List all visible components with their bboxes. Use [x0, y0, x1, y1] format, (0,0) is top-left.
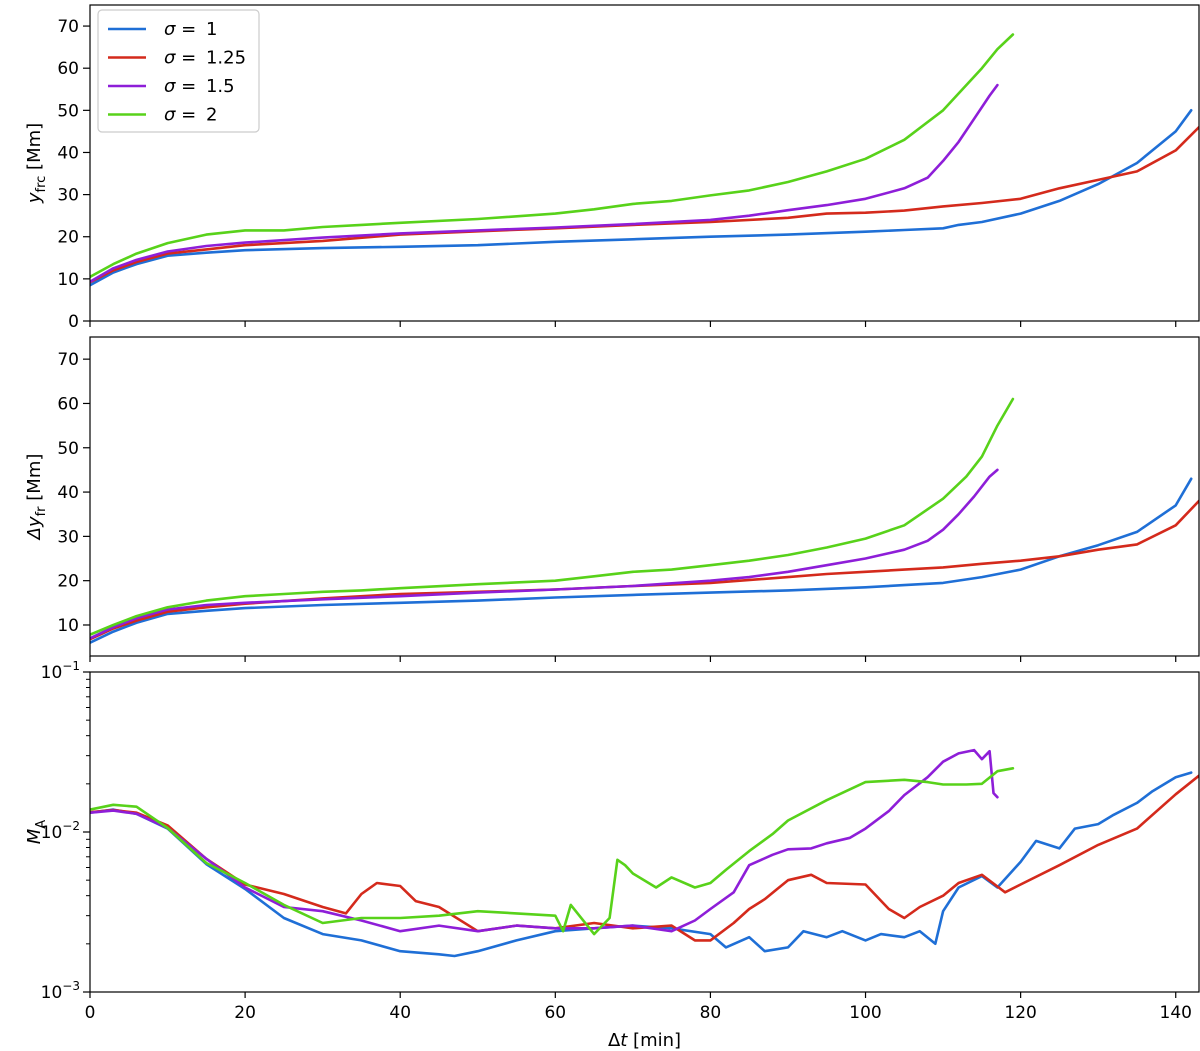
y-tick-label: 10−1: [41, 659, 80, 683]
y-tick-label: 30: [57, 527, 79, 547]
x-tick-label: 40: [389, 1003, 411, 1023]
y-tick-label: 50: [57, 101, 79, 121]
x-tick-label: 100: [849, 1003, 881, 1023]
legend-label-sigma-1: σ = 1: [164, 19, 217, 40]
legend-frame: [97, 9, 260, 133]
y-axis-label: yfrc [Mm]: [24, 123, 49, 204]
x-axis-label: Δt [min]: [608, 1030, 681, 1051]
x-tick-label: 140: [1160, 1003, 1192, 1023]
y-tick-label: 60: [57, 59, 79, 79]
y-tick-label: 20: [57, 572, 79, 592]
axes-frame: [89, 4, 1200, 322]
y-tick-label: 60: [57, 394, 79, 414]
axes-frame: [89, 336, 1200, 657]
y-tick-label: 10: [57, 270, 79, 290]
x-tick-label: 60: [544, 1003, 566, 1023]
y-tick-label: 10−2: [41, 819, 80, 843]
x-tick-label: 0: [85, 1003, 96, 1023]
y-tick-label: 70: [57, 350, 79, 370]
y-tick-label: 40: [57, 143, 79, 163]
series-line-sigma-4: [90, 767, 1015, 936]
y-tick-label: 30: [57, 186, 79, 206]
x-tick-label: 120: [1004, 1003, 1036, 1023]
x-tick-label: 80: [700, 1003, 722, 1023]
series-line-sigma-4: [90, 397, 1015, 636]
series-line-sigma-1: [90, 477, 1193, 644]
y-tick-label: 50: [57, 439, 79, 459]
series-line-sigma-1: [90, 771, 1193, 958]
series-line-sigma-1: [90, 109, 1193, 287]
legend-label-sigma-2: σ = 1.25: [164, 48, 246, 69]
y-tick-label: 40: [57, 483, 79, 503]
y-tick-label: 10−3: [41, 979, 80, 1003]
series-line-sigma-3: [90, 468, 999, 640]
series-line-sigma-3: [90, 83, 999, 284]
axes-frame: [89, 671, 1200, 993]
series-group: [90, 748, 1199, 958]
series-line-sigma-2: [90, 125, 1199, 284]
series-line-sigma-2: [90, 499, 1199, 641]
x-tick-label: 20: [234, 1003, 256, 1023]
series-line-sigma-3: [90, 748, 999, 933]
series-group: [90, 33, 1199, 287]
legend: σ = 1 σ = 1.25 σ = 1.5 σ = 2: [97, 9, 260, 133]
y-axis-label: Δyfr [Mm]: [24, 454, 49, 542]
y-tick-label: 70: [57, 17, 79, 37]
middle-panel-dyfr: 10 20 30 40 50 60 70 Δyfr [Mm]: [24, 336, 1200, 662]
series-line-sigma-4: [90, 33, 1015, 279]
y-tick-label: 10: [57, 616, 79, 636]
bottom-panel-MA: 0 20 40 60 80 100 120 140 10−1 10−2 10−3 MA Δt [min]: [24, 659, 1200, 1051]
legend-label-sigma-3: σ = 1.5: [164, 76, 235, 97]
series-line-sigma-2: [90, 774, 1199, 942]
y-tick-label: 0: [68, 312, 79, 332]
y-tick-label: 20: [57, 228, 79, 248]
legend-label-sigma-4: σ = 2: [164, 105, 217, 126]
series-group: [90, 397, 1199, 644]
y-axis-label: MA: [24, 820, 49, 845]
